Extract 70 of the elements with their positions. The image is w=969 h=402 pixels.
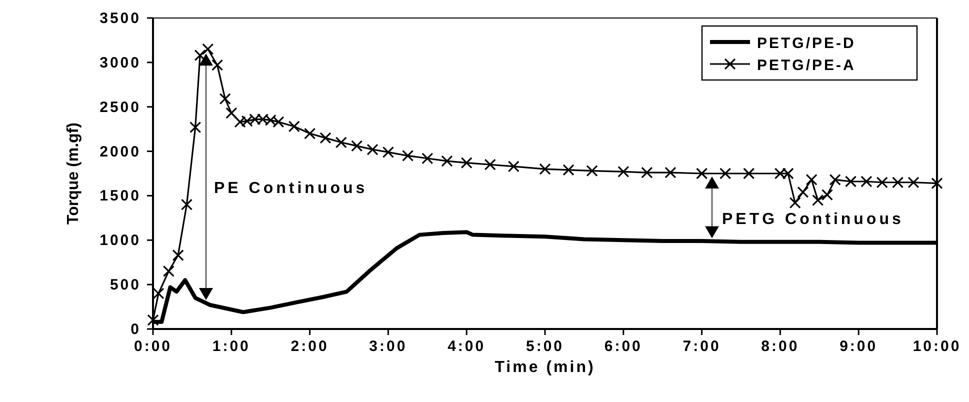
point bbox=[908, 176, 920, 188]
y-tick-label: 0 bbox=[130, 321, 141, 338]
point bbox=[539, 163, 551, 175]
x-tick-label: 6:00 bbox=[604, 338, 642, 355]
point bbox=[812, 194, 824, 206]
point bbox=[806, 174, 818, 186]
point bbox=[696, 168, 708, 180]
point bbox=[402, 150, 414, 162]
x-tick-label: 0:00 bbox=[134, 338, 172, 355]
y-tick-label: 3000 bbox=[100, 54, 141, 72]
x-tick-label: 4:00 bbox=[448, 338, 486, 355]
point bbox=[226, 107, 238, 119]
point bbox=[844, 176, 857, 188]
point bbox=[382, 146, 394, 158]
point bbox=[508, 160, 520, 172]
x-tick-label: 1:00 bbox=[212, 338, 250, 355]
y-tick-label: 1000 bbox=[100, 232, 141, 250]
legend-label: PETG/PE-D bbox=[757, 35, 856, 52]
point bbox=[484, 158, 496, 170]
x-tick-label: 2:00 bbox=[290, 338, 329, 355]
y-tick-label: 2500 bbox=[100, 98, 141, 116]
point bbox=[211, 59, 224, 71]
point bbox=[892, 176, 904, 188]
point bbox=[860, 176, 872, 188]
point bbox=[618, 166, 630, 178]
point bbox=[147, 314, 159, 326]
x-tick-label: 9:00 bbox=[840, 338, 878, 355]
point bbox=[180, 198, 193, 210]
point bbox=[194, 50, 206, 62]
point bbox=[441, 155, 453, 167]
point bbox=[720, 168, 732, 180]
point bbox=[152, 288, 164, 300]
x-tick-label: 7:00 bbox=[682, 338, 721, 355]
y-axis-title: Torque (m.gf) bbox=[65, 122, 82, 224]
point bbox=[304, 128, 316, 140]
point bbox=[931, 177, 943, 190]
x-tick-label: 5:00 bbox=[526, 338, 564, 355]
x-tick-label: 8:00 bbox=[761, 338, 800, 355]
point bbox=[876, 176, 888, 188]
point bbox=[562, 164, 574, 176]
x-axis-title: Time (min) bbox=[494, 359, 596, 376]
point bbox=[422, 152, 434, 164]
point bbox=[797, 186, 809, 198]
point bbox=[586, 165, 598, 177]
x-tick-label: 3:00 bbox=[369, 338, 408, 355]
point bbox=[162, 265, 174, 278]
annotation: PETG Continuous bbox=[722, 211, 904, 228]
point bbox=[789, 197, 801, 209]
point bbox=[335, 136, 347, 148]
point bbox=[202, 43, 214, 55]
point bbox=[288, 120, 300, 132]
point bbox=[821, 189, 834, 201]
y-tick-label: 2000 bbox=[100, 143, 141, 160]
point bbox=[366, 144, 378, 156]
point bbox=[829, 174, 841, 186]
point bbox=[460, 157, 472, 169]
point bbox=[320, 132, 332, 144]
x-tick-label: 10:00 bbox=[912, 338, 962, 355]
annotation: PE Continuous bbox=[214, 180, 368, 197]
point bbox=[664, 166, 676, 178]
y-tick-label: 3500 bbox=[100, 10, 141, 27]
point bbox=[351, 140, 363, 152]
point bbox=[743, 168, 755, 180]
y-tick-label: 500 bbox=[110, 276, 141, 294]
point bbox=[219, 93, 231, 105]
point bbox=[190, 121, 202, 134]
point bbox=[641, 166, 653, 178]
legend-label: PETG/PE-A bbox=[757, 57, 856, 74]
y-tick-label: 1500 bbox=[100, 188, 141, 205]
point bbox=[172, 249, 184, 262]
